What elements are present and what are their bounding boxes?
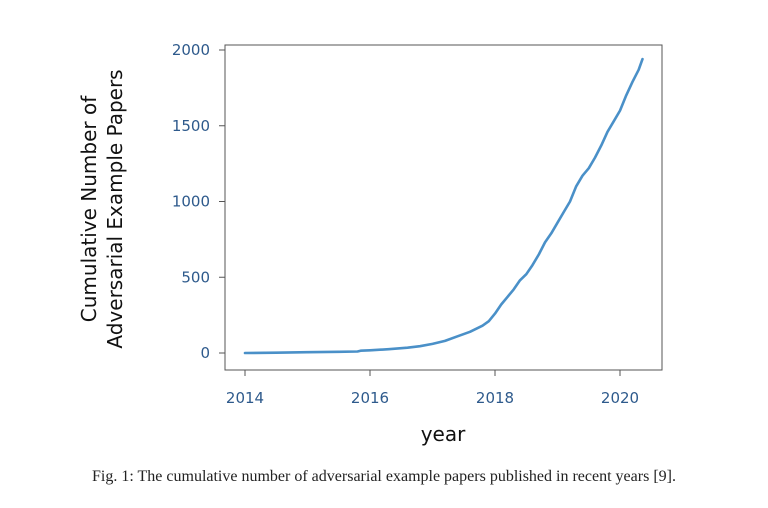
figure-caption: Fig. 1: The cumulative number of adversa… — [92, 468, 676, 485]
y-axis-label-line-1: Cumulative Number of — [77, 95, 101, 322]
y-tick-label: 2000 — [172, 41, 210, 59]
x-tick-label: 2014 — [226, 389, 264, 407]
y-tick-label: 1500 — [172, 117, 210, 135]
plot-frame — [224, 44, 663, 371]
x-axis-label: year — [421, 422, 466, 446]
y-tick-label: 500 — [181, 268, 210, 286]
x-axis-ticks: 2014 2016 2018 2020 — [226, 370, 639, 407]
x-tick-label: 2020 — [601, 389, 639, 407]
y-tick-label: 1000 — [172, 193, 210, 211]
y-tick-label: 0 — [200, 344, 210, 362]
y-axis-ticks: 0 500 1000 1500 2000 — [172, 41, 225, 362]
x-tick-label: 2018 — [476, 389, 514, 407]
x-tick-label: 2016 — [351, 389, 389, 407]
series-line — [243, 57, 644, 355]
y-axis-label-line-2: Adversarial Example Papers — [103, 69, 127, 348]
